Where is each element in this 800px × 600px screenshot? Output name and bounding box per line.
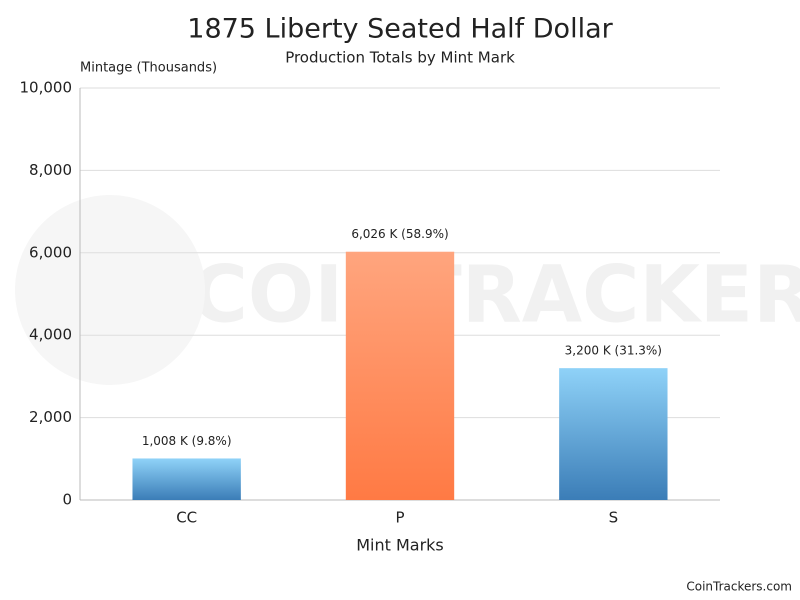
x-tick-label: P: [395, 509, 404, 527]
bar: [346, 252, 454, 500]
x-axis-label: Mint Marks: [356, 536, 444, 555]
y-tick-label: 2,000: [29, 408, 72, 426]
x-tick-label: S: [609, 509, 619, 527]
x-tick-label: CC: [176, 509, 197, 527]
bar: [132, 458, 240, 500]
y-tick-label: 8,000: [29, 161, 72, 179]
chart-title: 1875 Liberty Seated Half Dollar: [187, 14, 613, 45]
value-label: 1,008 K (9.8%): [142, 434, 232, 448]
y-axis-label: Mintage (Thousands): [80, 61, 217, 76]
bar: [559, 368, 667, 500]
credit: CoinTrackers.com: [686, 580, 792, 594]
watermark-logo: [15, 195, 205, 385]
y-tick-label: 10,000: [20, 79, 73, 97]
y-tick-label: 4,000: [29, 326, 72, 344]
y-tick-label: 6,000: [29, 243, 72, 261]
value-label: 3,200 K (31.3%): [565, 344, 662, 358]
chart-subtitle: Production Totals by Mint Mark: [285, 49, 515, 67]
watermark: COINTRACKERS: [191, 250, 800, 340]
value-label: 6,026 K (58.9%): [351, 227, 448, 241]
y-tick-label: 0: [62, 491, 72, 509]
